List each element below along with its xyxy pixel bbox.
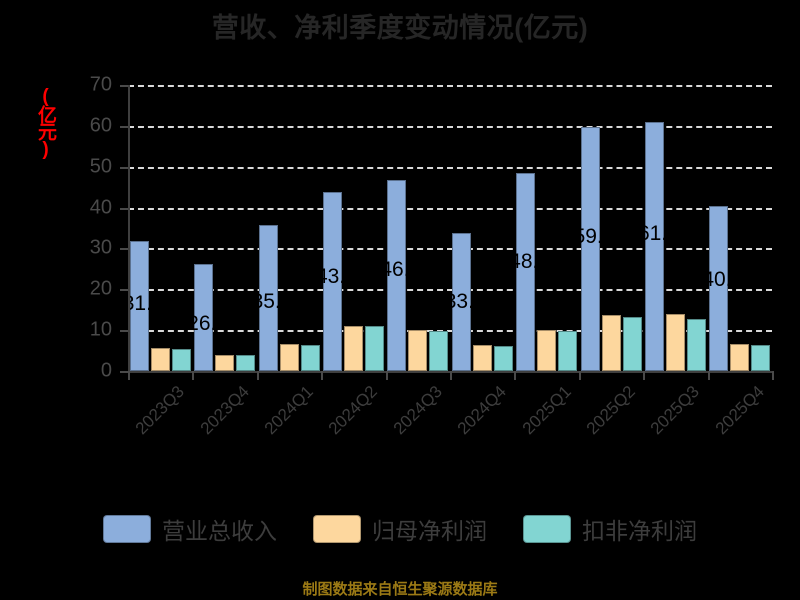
- x-tick-label-2023Q3: 2023Q3: [131, 382, 189, 439]
- bar-2023Q4-net-profit[interactable]: [215, 355, 235, 371]
- y-tick-label-30: 30: [89, 236, 112, 259]
- x-tick-label-2025Q3: 2025Q3: [647, 382, 704, 439]
- bar-2024Q3-deducted-profit[interactable]: [429, 330, 449, 371]
- y-tick-label-10: 10: [89, 318, 112, 341]
- y-tick-label-40: 40: [89, 196, 112, 219]
- legend-swatch-icon-1: [313, 515, 361, 543]
- x-tick-label-2024Q2: 2024Q2: [325, 382, 382, 439]
- bar-2023Q3-deducted-profit[interactable]: [171, 348, 191, 371]
- bar-2024Q3-net-profit[interactable]: [408, 329, 428, 371]
- legend-item-2[interactable]: 扣非净利润: [523, 512, 697, 546]
- bar-2025Q2-deducted-profit[interactable]: [622, 316, 642, 371]
- y-tick-label-50: 50: [89, 155, 112, 178]
- plot-area: 31.8 26.2 35.8 43.9 46.8 33.8 48.4 59.8 61.0 40.3: [123, 85, 772, 373]
- y-tick-mark-70: [120, 85, 129, 87]
- bar-2024Q1-deducted-profit[interactable]: [300, 344, 320, 371]
- bar-2024Q2-revenue[interactable]: [322, 191, 342, 371]
- bar-2024Q4-net-profit[interactable]: [472, 345, 492, 371]
- chart-footer-source: 制图数据来自恒生聚源数据库: [302, 581, 498, 598]
- bar-2025Q2-net-profit[interactable]: [601, 314, 621, 371]
- gridline-40: [128, 207, 772, 210]
- y-tick-mark-10: [120, 330, 129, 333]
- x-tick-mark-5: [450, 371, 452, 380]
- bar-2024Q2-deducted-profit[interactable]: [364, 326, 384, 371]
- x-tick-mark-2: [256, 371, 259, 380]
- gridline-70: [128, 85, 772, 87]
- x-tick-mark-3: [321, 371, 324, 380]
- bar-2025Q1-revenue[interactable]: [516, 173, 536, 371]
- x-tick-mark-1: [192, 371, 195, 380]
- x-tick-mark-7: [578, 371, 581, 380]
- x-tick-label-2023Q4: 2023Q4: [196, 382, 253, 439]
- legend-item-1[interactable]: 归母净利润: [313, 512, 487, 546]
- gridline-10: [128, 330, 772, 333]
- y-tick-label-0: 0: [100, 359, 112, 382]
- x-tick-label-2025Q1: 2025Q1: [518, 382, 575, 439]
- bar-2025Q3-deducted-profit[interactable]: [686, 318, 706, 371]
- gridline-20: [128, 289, 772, 292]
- gridline-30: [128, 248, 772, 251]
- x-tick-mark-9: [707, 371, 710, 380]
- bar-2025Q3-net-profit[interactable]: [665, 314, 685, 371]
- y-tick-mark-20: [120, 289, 129, 292]
- gridline-50: [128, 166, 772, 169]
- y-axis-title: (亿元): [35, 86, 56, 158]
- chart-legend: 营业总收入 归母净利润 扣非净利润: [0, 512, 800, 546]
- bar-2024Q3-revenue[interactable]: [387, 179, 407, 371]
- x-tick-label-2025Q4: 2025Q4: [711, 382, 768, 439]
- gridline-60: [128, 125, 772, 128]
- x-tick-label-2025Q2: 2025Q2: [582, 382, 639, 439]
- bar-2025Q4-deducted-profit[interactable]: [751, 344, 771, 371]
- x-tick-mark-6: [514, 371, 517, 380]
- bar-2023Q3-net-profit[interactable]: [150, 347, 170, 371]
- y-tick-mark-50: [120, 166, 129, 169]
- x-tick-label-2024Q4: 2024Q4: [453, 382, 511, 439]
- y-tick-label-70: 70: [89, 73, 112, 96]
- bar-2023Q4-deducted-profit[interactable]: [236, 355, 256, 371]
- y-tick-mark-0: [120, 371, 129, 373]
- bar-2024Q4-deducted-profit[interactable]: [493, 346, 513, 371]
- x-tick-mark-8: [643, 371, 646, 380]
- legend-label-0: 营业总收入: [162, 518, 277, 544]
- x-tick-label-2024Q3: 2024Q3: [389, 382, 446, 439]
- legend-item-0[interactable]: 营业总收入: [103, 512, 277, 546]
- y-tick-mark-40: [120, 207, 129, 210]
- bar-2023Q3-revenue[interactable]: [129, 241, 149, 371]
- bar-2024Q2-net-profit[interactable]: [343, 326, 363, 371]
- x-tick-mark-end: [772, 371, 774, 380]
- bar-2025Q1-net-profit[interactable]: [537, 330, 557, 371]
- bar-2024Q4-revenue[interactable]: [451, 232, 471, 371]
- legend-label-1: 归母净利润: [372, 518, 487, 544]
- x-tick-label-2024Q1: 2024Q1: [260, 382, 317, 439]
- legend-swatch-icon-2: [523, 515, 571, 543]
- y-tick-mark-30: [120, 248, 129, 251]
- bar-2024Q1-revenue[interactable]: [258, 224, 278, 371]
- y-axis-line: [128, 85, 130, 371]
- legend-label-2: 扣非净利润: [582, 518, 697, 544]
- x-tick-mark-4: [385, 371, 388, 380]
- y-tick-label-60: 60: [89, 114, 112, 137]
- y-tick-mark-60: [120, 125, 129, 128]
- bar-2023Q4-revenue[interactable]: [194, 263, 214, 371]
- bar-2025Q4-net-profit[interactable]: [730, 344, 750, 371]
- bar-2025Q3-revenue[interactable]: [644, 121, 664, 371]
- legend-swatch-icon-0: [103, 515, 151, 543]
- chart-title: 营收、净利季度变动情况(亿元): [211, 13, 589, 43]
- bar-2025Q4-revenue[interactable]: [709, 206, 729, 371]
- bar-2024Q1-net-profit[interactable]: [279, 343, 299, 371]
- x-tick-mark-0: [128, 371, 130, 380]
- y-tick-label-20: 20: [89, 277, 112, 300]
- bar-2025Q1-deducted-profit[interactable]: [558, 330, 578, 371]
- bar-2025Q2-revenue[interactable]: [580, 126, 600, 371]
